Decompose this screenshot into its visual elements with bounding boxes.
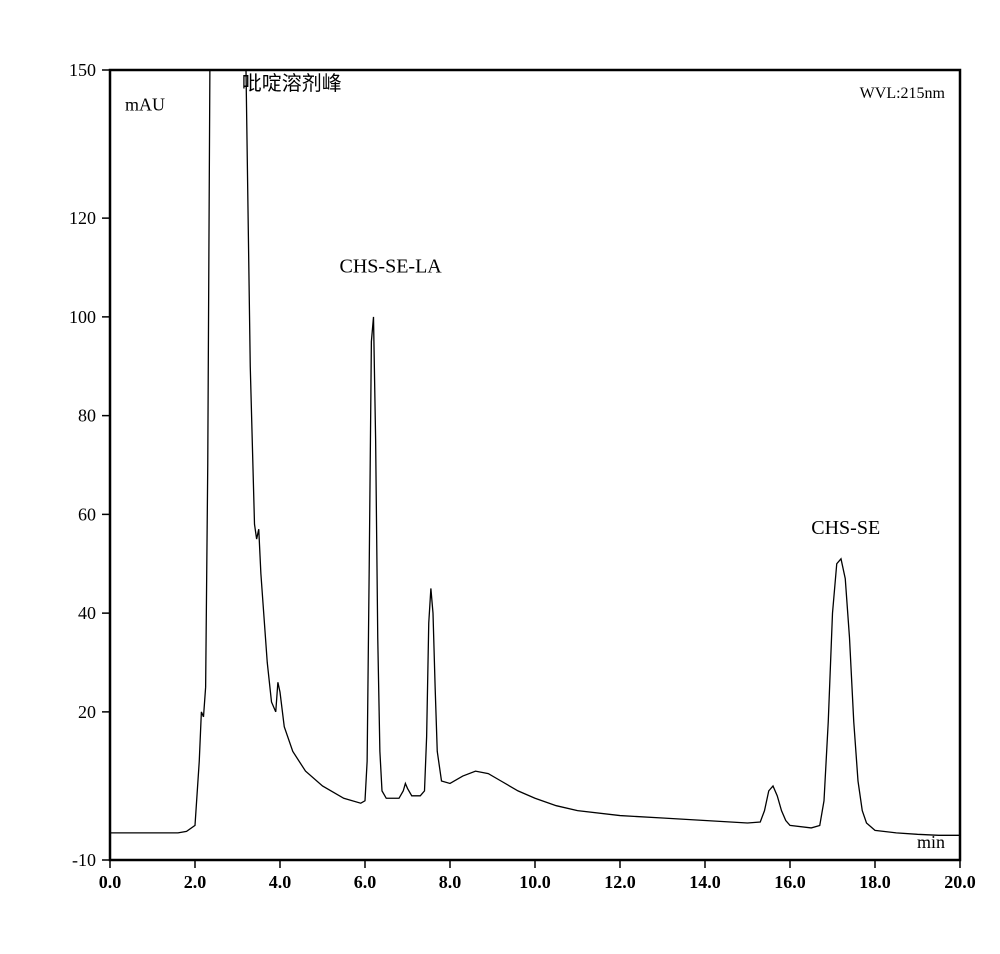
- x-tick-label: 2.0: [184, 872, 207, 892]
- y-tick-label: 150: [69, 60, 96, 80]
- y-tick-label: 80: [78, 406, 96, 426]
- chromatogram-chart: -10 20 40 60 80 100 120 150 0.0 2.0 4.0 6.0 8.0 10.0 1…: [20, 20, 980, 934]
- y-tick-label: -10: [72, 850, 96, 870]
- x-tick-label: 12.0: [604, 872, 636, 892]
- x-tick-label: 4.0: [269, 872, 292, 892]
- y-tick-label: 20: [78, 702, 96, 722]
- x-tick-label: 16.0: [774, 872, 806, 892]
- x-tick-label: 6.0: [354, 872, 377, 892]
- wavelength-label: WVL:215nm: [860, 85, 946, 102]
- peak-label-pyridine: 吡啶溶剂峰: [242, 72, 342, 95]
- peak-label-la: CHS-SE-LA: [340, 255, 443, 277]
- x-tick-label: 18.0: [859, 872, 891, 892]
- x-tick-label: 8.0: [439, 872, 462, 892]
- peak-label-se: CHS-SE: [811, 517, 880, 539]
- x-tick-label: 14.0: [689, 872, 721, 892]
- y-axis-label: mAU: [125, 95, 165, 115]
- y-tick-label: 40: [78, 603, 96, 623]
- x-tick-label: 0.0: [99, 872, 122, 892]
- y-tick-label: 60: [78, 504, 96, 524]
- chart-svg: -10 20 40 60 80 100 120 150 0.0 2.0 4.0 6.0 8.0 10.0 1…: [20, 20, 980, 934]
- y-tick-label: 120: [69, 208, 96, 228]
- x-tick-label: 20.0: [944, 872, 976, 892]
- x-tick-label: 10.0: [519, 872, 551, 892]
- y-tick-label: 100: [69, 307, 96, 327]
